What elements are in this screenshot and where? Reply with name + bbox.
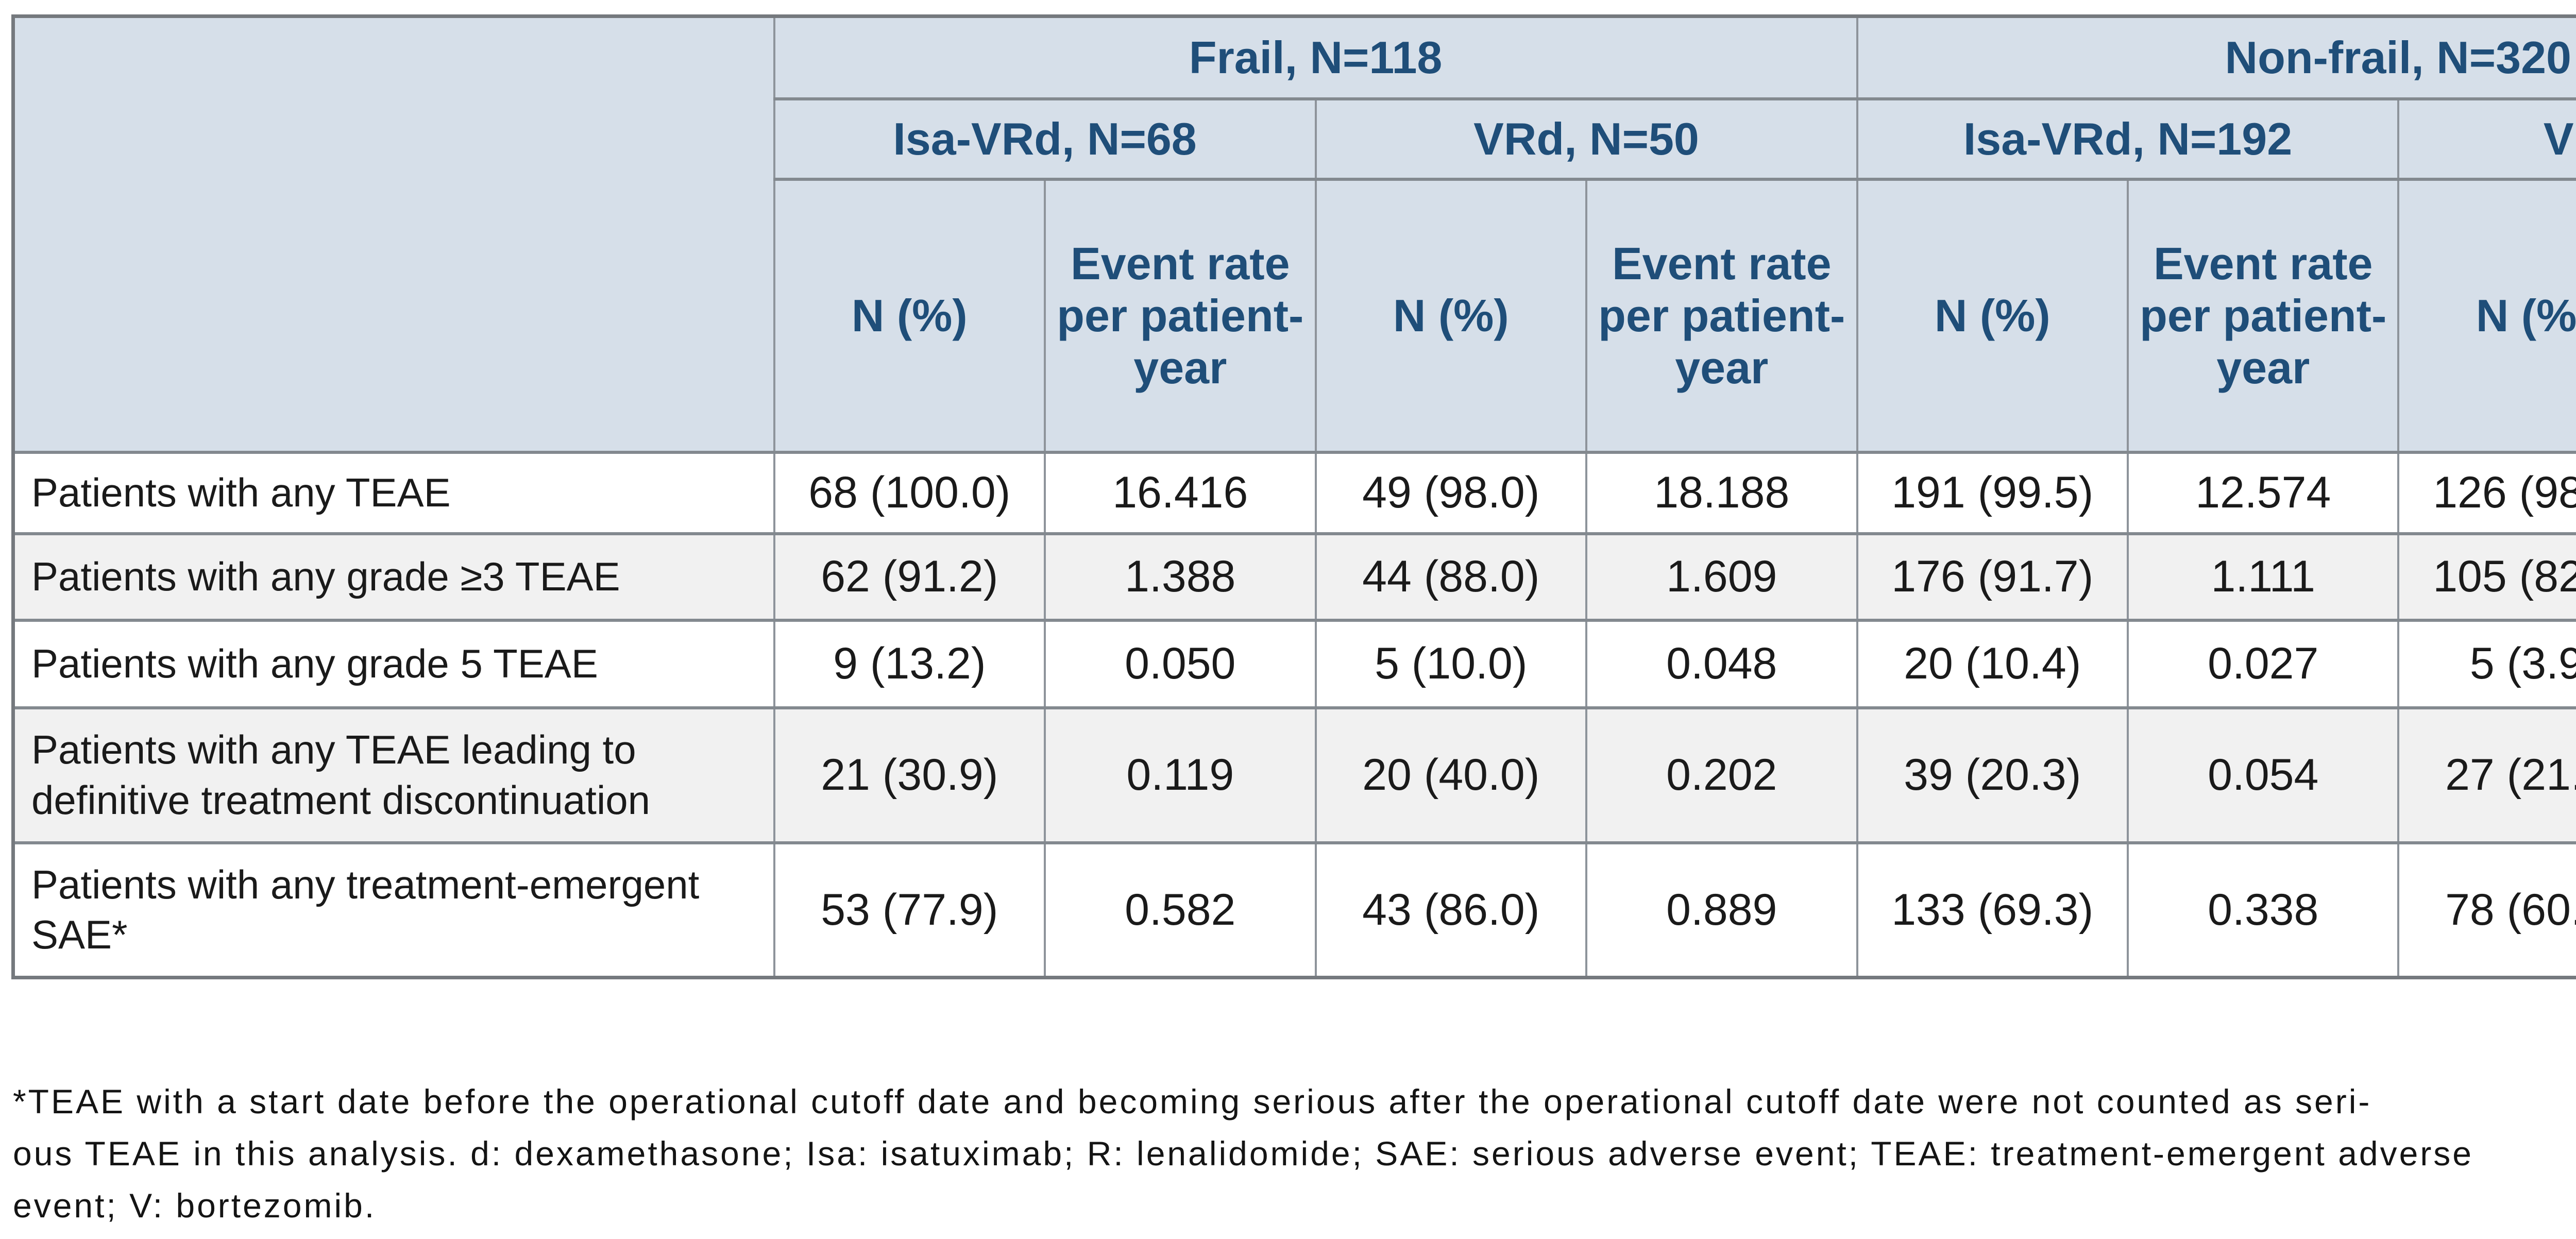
metric-header-npct: N (%) (1314, 177, 1588, 454)
cell-value: 68 (100.0) (773, 450, 1046, 535)
group-header-frail: Frail, N=118 (773, 14, 1858, 100)
metric-header-eventrate: Event rate per patient-year (2126, 177, 2400, 454)
cell-value: 0.889 (1585, 841, 1858, 979)
adverse-events-table: Frail, N=118 Non-frail, N=320 Isa-VRd, N… (11, 14, 2576, 979)
footnote-line: ous TEAE in this analysis. d: dexamethas… (13, 1134, 2474, 1173)
cell-value: 0.050 (1044, 618, 1317, 709)
cell-value: 0.338 (2126, 841, 2400, 979)
table-row: Patients with any treatment-emergent SAE… (12, 841, 2576, 979)
metric-header-eventrate: Event rate per patient-year (1044, 177, 1317, 454)
table-row: Patients with any TEAE leading to defini… (12, 706, 2576, 844)
cell-value: 53 (77.9) (773, 841, 1046, 979)
arm-header-frail-vrd: VRd, N=50 (1314, 97, 1858, 181)
table-row: Patients with any grade 5 TEAE 9 (13.2) … (12, 618, 2576, 709)
cell-value: 0.582 (1044, 841, 1317, 979)
corner-header-cell (12, 14, 775, 454)
row-label: Patients with any grade ≥3 TEAE (12, 532, 775, 622)
footnote-line: event; V: bortezomib. (13, 1186, 377, 1225)
footnote-line: *TEAE with a start date before the opera… (13, 1082, 2372, 1121)
cell-value: 1.388 (1044, 532, 1317, 622)
cell-value: 0.119 (1044, 706, 1317, 844)
cell-value: 43 (86.0) (1314, 841, 1588, 979)
metric-header-npct: N (%) (773, 177, 1046, 454)
cell-value: 20 (10.4) (1856, 618, 2129, 709)
metric-header-eventrate: Event rate per patient-year (1585, 177, 1858, 454)
cell-value: 176 (91.7) (1856, 532, 2129, 622)
cell-value: 18.188 (1585, 450, 1858, 535)
table-footnote: *TEAE with a start date before the opera… (13, 1076, 2576, 1232)
cell-value: 20 (40.0) (1314, 706, 1588, 844)
metric-header-npct: N (%) (2397, 177, 2576, 454)
row-label: Patients with any TEAE leading to defini… (12, 706, 775, 844)
table-row: Patients with any grade ≥3 TEAE 62 (91.2… (12, 532, 2576, 622)
cell-value: 0.027 (2126, 618, 2400, 709)
arm-header-nonfrail-vrd: VRd, N=128 (2397, 97, 2576, 181)
row-label: Patients with any treatment-emergent SAE… (12, 841, 775, 979)
cell-value: 126 (98.4) (2397, 450, 2576, 535)
cell-value: 12.574 (2126, 450, 2400, 535)
cell-value: 62 (91.2) (773, 532, 1046, 622)
cell-value: 39 (20.3) (1856, 706, 2129, 844)
arm-header-nonfrail-isavrd: Isa-VRd, N=192 (1856, 97, 2400, 181)
row-label: Patients with any grade 5 TEAE (12, 618, 775, 709)
cell-value: 1.111 (2126, 532, 2400, 622)
cell-value: 16.416 (1044, 450, 1317, 535)
cell-value: 78 (60.9) (2397, 841, 2576, 979)
cell-value: 1.609 (1585, 532, 1858, 622)
row-label: Patients with any TEAE (12, 450, 775, 535)
cell-value: 27 (21.1) (2397, 706, 2576, 844)
cell-value: 5 (3.9) (2397, 618, 2576, 709)
table-row: Patients with any TEAE 68 (100.0) 16.416… (12, 450, 2576, 535)
cell-value: 9 (13.2) (773, 618, 1046, 709)
metric-header-npct: N (%) (1856, 177, 2129, 454)
cell-value: 105 (82.0) (2397, 532, 2576, 622)
cell-value: 0.048 (1585, 618, 1858, 709)
cell-value: 49 (98.0) (1314, 450, 1588, 535)
cell-value: 0.054 (2126, 706, 2400, 844)
cell-value: 5 (10.0) (1314, 618, 1588, 709)
cell-value: 0.202 (1585, 706, 1858, 844)
group-header-nonfrail: Non-frail, N=320 (1856, 14, 2576, 100)
cell-value: 44 (88.0) (1314, 532, 1588, 622)
cell-value: 191 (99.5) (1856, 450, 2129, 535)
arm-header-frail-isavrd: Isa-VRd, N=68 (773, 97, 1317, 181)
cell-value: 133 (69.3) (1856, 841, 2129, 979)
cell-value: 21 (30.9) (773, 706, 1046, 844)
